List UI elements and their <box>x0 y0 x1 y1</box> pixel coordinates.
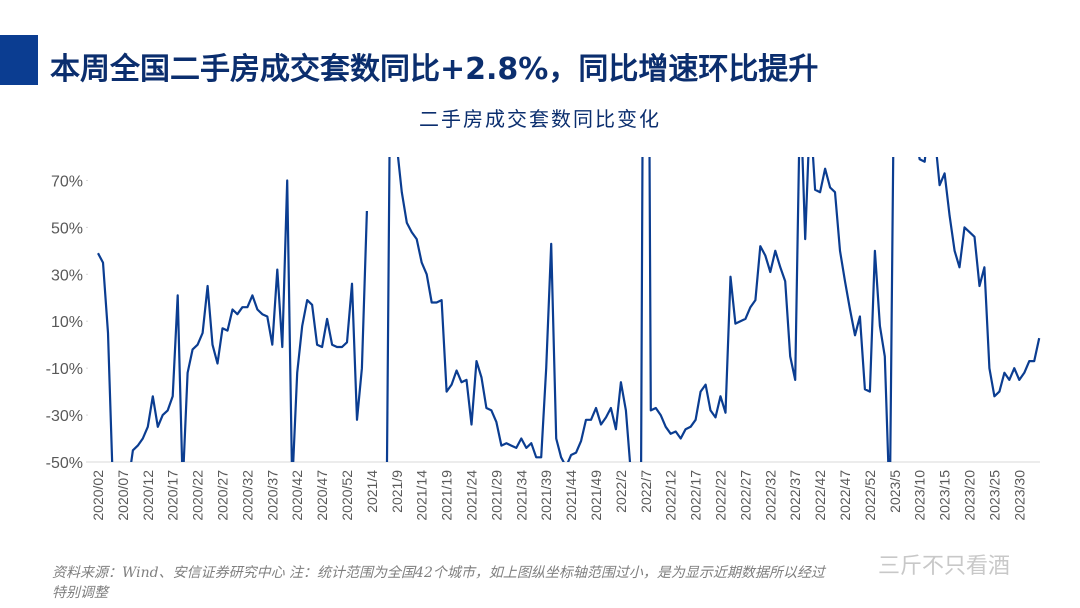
watermark: 三斤不只看酒 <box>878 554 1011 579</box>
x-tick-label: 2020/12 <box>140 470 156 521</box>
x-tick-label: 2023/15 <box>937 470 953 521</box>
x-tick-label: 2020/42 <box>289 470 305 521</box>
x-tick-label: 2023/10 <box>912 470 928 521</box>
x-tick-label: 2020/37 <box>264 470 280 521</box>
x-tick-label: 2022/22 <box>713 470 729 521</box>
title-bar <box>0 35 38 85</box>
footnote: 特别调整 <box>52 585 108 601</box>
chart-title: 二手房成交套数同比变化 <box>419 107 661 131</box>
data-line <box>97 157 1041 462</box>
x-tick-label: 2021/29 <box>488 470 504 521</box>
x-tick-label: 2023/20 <box>962 470 978 521</box>
x-tick-label: 2021/49 <box>588 470 604 521</box>
x-tick-label: 2020/22 <box>190 470 206 521</box>
x-tick-label: 2020/27 <box>215 470 231 521</box>
x-tick-label: 2022/17 <box>688 470 704 521</box>
x-tick-label: 2021/39 <box>538 470 554 521</box>
y-tick-label: 30% <box>51 267 83 284</box>
y-tick-label: 10% <box>51 314 83 331</box>
x-tick-label: 2022/27 <box>737 470 753 521</box>
x-tick-label: 2021/4 <box>364 470 380 513</box>
y-tick-label: 50% <box>51 220 83 237</box>
x-tick-label: 2021/34 <box>513 470 529 521</box>
x-tick-label: 2022/42 <box>812 470 828 521</box>
x-tick-label: 2020/17 <box>165 470 181 521</box>
x-tick-label: 2022/7 <box>638 470 654 513</box>
x-tick-label: 2022/52 <box>862 470 878 521</box>
x-tick-label: 2022/47 <box>837 470 853 521</box>
x-tick-label: 2022/2 <box>613 470 629 513</box>
x-tick-label: 2020/07 <box>115 470 131 521</box>
x-tick-label: 2021/44 <box>563 470 579 521</box>
x-tick-label: 2020/52 <box>339 470 355 521</box>
page-title: 本周全国二手房成交套数同比+2.8%，同比增速环比提升 <box>50 52 819 87</box>
y-tick-label: -10% <box>46 361 83 378</box>
chart: -50% -30% -10% 10% 30% 50% 70% 2020/02 2020/07 20… <box>46 157 1041 521</box>
x-tick-label: 2022/12 <box>663 470 679 521</box>
x-tick-label: 2020/32 <box>239 470 255 521</box>
y-tick-label: -30% <box>46 408 83 425</box>
x-tick-label: 2023/5 <box>887 470 903 513</box>
x-tick-label: 2021/14 <box>414 470 430 521</box>
x-tick-label: 2021/24 <box>464 470 480 521</box>
x-tick-label: 2022/37 <box>787 470 803 521</box>
x-tick-label: 2022/32 <box>762 470 778 521</box>
x-tick-label: 2023/30 <box>1011 470 1027 521</box>
y-tick-label: -50% <box>46 455 83 472</box>
y-tick-label: 70% <box>51 173 83 190</box>
x-tick-label: 2021/19 <box>439 470 455 521</box>
x-tick-label: 2023/25 <box>986 470 1002 521</box>
x-tick-label: 2021/9 <box>389 470 405 513</box>
x-tick-label: 2020/02 <box>90 470 106 521</box>
x-tick-label: 2020/47 <box>314 470 330 521</box>
footnote: 资料来源：Wind、安信证券研究中心 注：统计范围为全国42个城市，如上图纵坐标… <box>52 565 825 581</box>
